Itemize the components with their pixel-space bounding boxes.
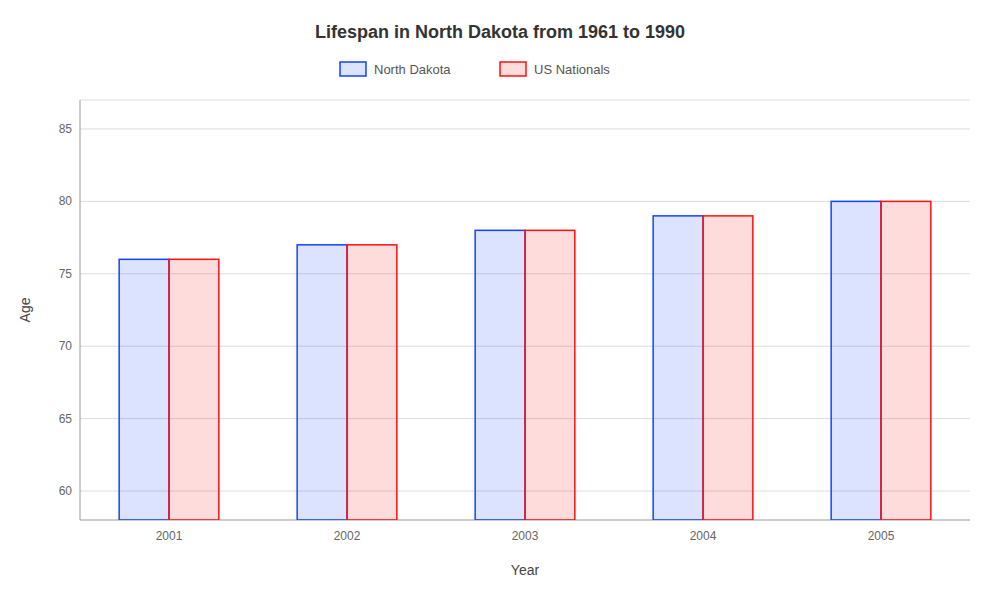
y-tick-label: 80 (59, 194, 73, 208)
legend-label: North Dakota (374, 62, 451, 77)
y-tick-label: 85 (59, 122, 73, 136)
bar (297, 245, 347, 520)
bar (881, 201, 931, 520)
grid-line (80, 128, 970, 129)
x-tick-label: 2005 (868, 529, 895, 543)
bar (119, 259, 169, 520)
bar (169, 259, 219, 520)
bar (653, 216, 703, 520)
x-tick-label: 2003 (512, 529, 539, 543)
y-axis-title: Age (17, 297, 33, 322)
x-tick-label: 2004 (690, 529, 717, 543)
y-tick-label: 70 (59, 339, 73, 353)
plot-frame-top (80, 100, 970, 101)
y-tick-label: 60 (59, 484, 73, 498)
bar (475, 230, 525, 520)
legend-swatch (500, 62, 526, 76)
bar (525, 230, 575, 520)
x-axis-title: Year (511, 562, 540, 578)
y-tick-label: 65 (59, 412, 73, 426)
title: Lifespan in North Dakota from 1961 to 19… (315, 22, 685, 42)
bars (119, 201, 931, 520)
bar (831, 201, 881, 520)
bar (703, 216, 753, 520)
legend: North Dakota US Nationals (340, 62, 610, 77)
chart: 60 65 70 75 80 85 2001 2002 2003 2004 2005 Year Age L… (0, 0, 1000, 600)
x-tick-label: 2002 (334, 529, 361, 543)
x-tick-label: 2001 (156, 529, 183, 543)
y-tick-label: 75 (59, 267, 73, 281)
legend-label: US Nationals (534, 62, 610, 77)
bar (347, 245, 397, 520)
y-axis-line (80, 100, 81, 520)
legend-swatch (340, 62, 366, 76)
